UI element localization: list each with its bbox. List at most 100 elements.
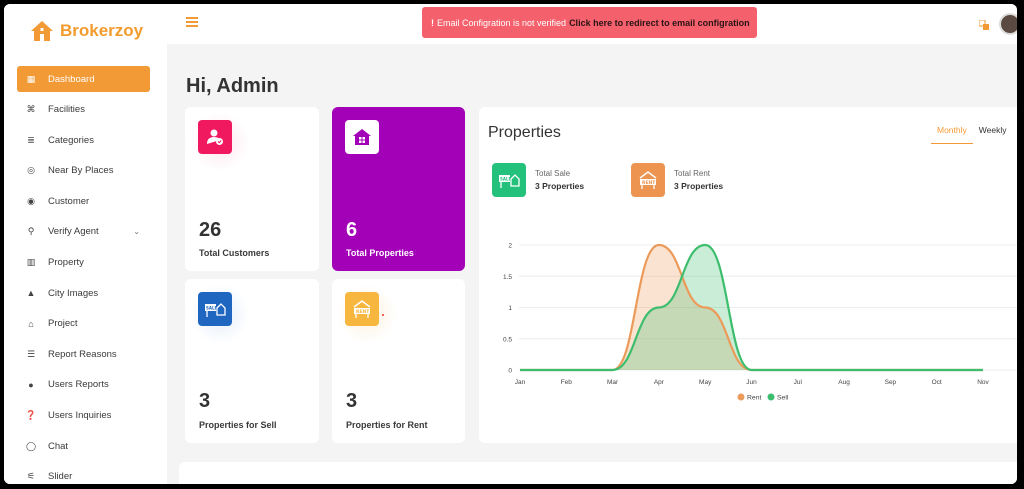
x-tick-label: Apr [654,379,665,386]
list-bullet-icon: ☰ [26,348,36,359]
page-title: Hi, Admin [186,75,279,97]
sidebar-item-label: Customer [48,195,90,207]
sidebar-item-label: Chat [48,440,69,452]
tab-weekly[interactable]: Weekly [978,125,1007,135]
sliders-icon: ⚟ [26,471,36,482]
card-value: 26 [199,219,222,241]
card-value: 3 [346,390,358,412]
sidebar-item-property[interactable]: ▥ Property [17,250,150,276]
topbar: ! Email Configration is not verified Cli… [167,4,1017,44]
card-total-customers[interactable]: 26 Total Customers [185,107,319,271]
legend-label[interactable]: Sell [777,395,789,402]
card-value: 3 [199,390,211,412]
properties-panel: Properties Monthly Weekly D SALE Total S… [479,107,1017,443]
rent-sign-icon: RENT [345,292,379,326]
stat-value: 3 Properties [674,181,724,191]
avatar[interactable] [999,13,1017,35]
x-tick-label: May [699,379,712,386]
sidebar-item-label: Verify Agent [48,226,99,238]
legend-marker[interactable] [737,393,745,401]
app-name: Brokerzoy [60,21,144,40]
x-tick-label: Jul [794,379,803,386]
card-total-properties[interactable]: 6 Total Properties [332,107,465,271]
bottom-card [179,462,1017,484]
image-icon: ▲ [26,288,36,299]
house-icon [345,120,379,154]
sidebar-item-label: Users Reports [48,379,109,391]
sidebar-item-city-images[interactable]: ▲ City Images [17,280,150,306]
sale-sign-icon: SALE [198,292,232,326]
sidebar-item-users-reports[interactable]: ● Users Reports [17,372,150,398]
sidebar-item-label: Dashboard [48,73,95,85]
card-properties-for-sell[interactable]: SALE 3 Properties for Sell [185,279,319,443]
x-tick-label: Aug [838,379,850,386]
sidebar-item-label: Property [48,257,84,269]
tab-daily[interactable]: D [1012,125,1017,144]
sidebar-item-slider[interactable]: ⚟ Slider [17,464,150,484]
y-tick-label: 1 [508,305,512,312]
bar-chart-icon: ▥ [26,257,36,268]
card-value: 6 [346,219,358,241]
sidebar-item-label: Users Inquiries [48,410,112,422]
sidebar-item-facilities[interactable]: ⌘ Facilities [17,97,150,123]
sidebar-item-verify-agent[interactable]: ⚲ Verify Agent ⌄ [17,219,150,245]
legend-marker[interactable] [767,393,775,401]
home-logo-icon [31,21,53,41]
stat-total-rent: RENT Total Rent 3 Properties [631,163,723,197]
legend-label[interactable]: Rent [747,395,761,402]
sidebar-nav: ▦ Dashboard ⌘ Facilities ≣ Categories ◎ Near By… [17,66,150,484]
series-line-sell [519,243,983,372]
help-circle-icon: ❓ [25,410,37,421]
app-window: Brokerzoy ▦ Dashboard ⌘ Facilities ≣ Categori… [4,4,1017,484]
grid-icon: ▦ [26,73,36,84]
y-tick-label: 1.5 [503,274,512,281]
alert-text: Email Configration is not verified [437,17,567,28]
svg-text:SALE: SALE [206,306,218,311]
sidebar-item-categories[interactable]: ≣ Categories [17,127,150,153]
chat-icon: ◯ [25,440,37,451]
sidebar-item-customer[interactable]: ◉ Customer [17,188,150,214]
tab-monthly[interactable]: Monthly [931,125,973,144]
y-tick-label: 0.5 [503,336,512,343]
properties-chart: 0 0.5 1 1.5 2 Jan Feb Mar Apr May Jun Jul Aug Sep Oct N… [503,243,1017,402]
sidebar-item-project[interactable]: ⌂ Project [17,311,150,337]
customer-icon [198,120,232,154]
svg-text:SALE: SALE [500,177,512,182]
card-properties-for-rent[interactable]: RENT 3 Properties for Rent [332,279,465,443]
sidebar-item-dashboard[interactable]: ▦ Dashboard [17,66,150,92]
sidebar: Brokerzoy ▦ Dashboard ⌘ Facilities ≣ Categori… [4,4,167,484]
email-config-link[interactable]: Click here to redirect to email configra… [569,17,750,28]
sidebar-item-label: Report Reasons [48,348,117,360]
y-tick-label: 0 [508,368,512,375]
x-tick-label: Jan [515,379,526,386]
period-tabs: Monthly Weekly D [931,125,1017,144]
rent-sign-icon: RENT [631,163,665,197]
card-label: Total Properties [346,248,414,258]
card-label: Properties for Sell [199,420,277,430]
x-tick-label: Sep [885,379,897,386]
card-label: Total Customers [199,248,270,258]
user-check-icon: ⚲ [27,226,35,237]
stat-value: 3 Properties [535,181,585,191]
stat-total-sale: SALE Total Sale 3 Properties [492,163,584,197]
svg-text:RENT: RENT [356,309,370,315]
x-tick-label: Oct [932,379,942,386]
translate-icon[interactable] [979,20,989,30]
map-pin-icon: ◎ [27,165,35,176]
sidebar-item-users-inquiries[interactable]: ❓ Users Inquiries [17,403,150,429]
y-tick-label: 2 [508,243,512,250]
x-tick-label: Feb [561,379,573,386]
menu-toggle-icon[interactable] [186,17,198,29]
user-circle-icon: ◉ [27,195,35,206]
sidebar-item-near-by-places[interactable]: ◎ Near By Places [17,158,150,184]
sidebar-item-report-reasons[interactable]: ☰ Report Reasons [17,341,150,367]
sidebar-item-label: Slider [48,471,73,483]
x-tick-label: Mar [607,379,619,386]
sidebar-item-chat[interactable]: ◯ Chat [17,433,150,459]
sidebar-item-label: City Images [48,287,99,299]
logo[interactable]: Brokerzoy [30,20,143,42]
stat-title: Total Rent [674,169,711,178]
email-config-alert[interactable]: ! Email Configration is not verified Cli… [422,7,757,38]
sidebar-item-label: Facilities [48,104,85,116]
facilities-icon: ⌘ [26,104,36,115]
